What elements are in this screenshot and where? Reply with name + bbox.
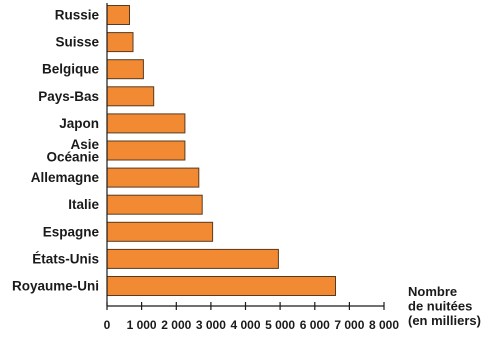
x-tick-label: 0 (104, 318, 111, 332)
category-label: Royaume-Uni (12, 279, 99, 294)
x-tick-label: 4 000 (230, 318, 260, 332)
category-label: Suisse (55, 35, 99, 50)
bar (106, 276, 336, 296)
bars-group (106, 5, 336, 296)
x-tick-label: 6 000 (300, 318, 330, 332)
category-label: Asie Océanie (46, 137, 99, 165)
bar (106, 5, 130, 25)
x-tick-labels: 0 1 000 2 000 3 000 4 000 5 000 6 000 7 000 8 00… (104, 318, 400, 332)
category-label: Pays-Bas (38, 89, 99, 104)
bar (106, 248, 279, 269)
x-tick-label: 5 000 (265, 318, 295, 332)
category-label: États-Unis (32, 251, 99, 266)
x-tick-label: 3 000 (196, 318, 226, 332)
bar (106, 113, 186, 134)
bar (106, 32, 134, 53)
category-label: Russie (55, 8, 100, 23)
bar (106, 86, 155, 107)
x-ticks (106, 302, 385, 310)
x-tick-label: 7 000 (334, 318, 364, 332)
category-labels: Russie Suisse Belgique Pays-Bas Japon Asie Océ… (12, 8, 100, 294)
bar (106, 194, 203, 215)
x-tick-label: 1 000 (127, 318, 157, 332)
category-label: Espagne (43, 224, 100, 239)
bar (106, 59, 144, 80)
x-tick-label: 8 000 (369, 318, 399, 332)
category-label: Italie (68, 197, 99, 212)
bar (106, 221, 214, 242)
category-label: Belgique (42, 62, 99, 77)
bar (106, 140, 186, 161)
x-axis-title: Nombre de nuitées (en milliers) (408, 284, 481, 328)
category-label: Allemagne (31, 170, 100, 185)
x-tick-label: 2 000 (161, 318, 191, 332)
bar (106, 167, 200, 188)
category-label: Japon (59, 116, 99, 131)
